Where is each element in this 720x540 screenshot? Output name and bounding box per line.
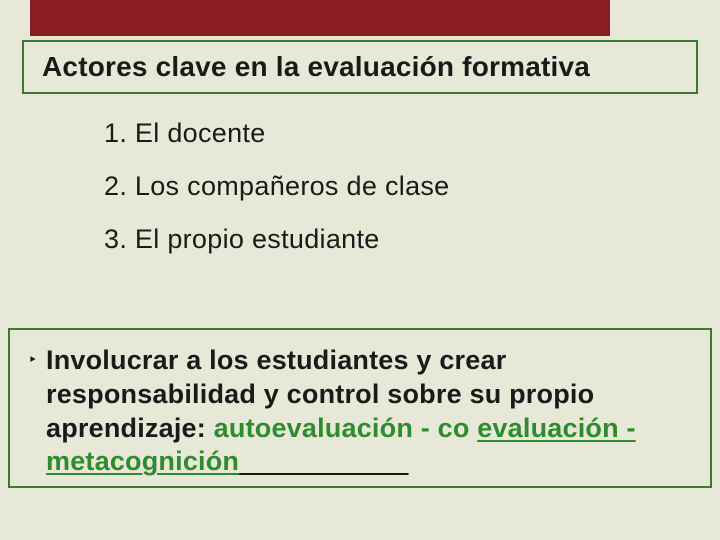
callout-highlight-1: autoevaluación - co [214, 413, 478, 443]
title-box: Actores clave en la evaluación formativa [22, 40, 698, 94]
callout-lead: Involucrar [46, 345, 186, 375]
list-item: 1. El docente [104, 118, 664, 149]
list-item: 2. Los compañeros de clase [104, 171, 664, 202]
callout-box: ‣ Involucrar a los estudiantes y crear r… [8, 328, 712, 488]
accent-bar [30, 0, 610, 36]
slide-title: Actores clave en la evaluación formativa [42, 51, 590, 83]
actors-list: 1. El docente 2. Los compañeros de clase… [104, 118, 664, 277]
callout-underline-tail [239, 446, 408, 476]
bullet-icon: ‣ [28, 350, 37, 370]
callout-text: Involucrar a los estudiantes y crear res… [46, 344, 682, 479]
list-item: 3. El propio estudiante [104, 224, 664, 255]
